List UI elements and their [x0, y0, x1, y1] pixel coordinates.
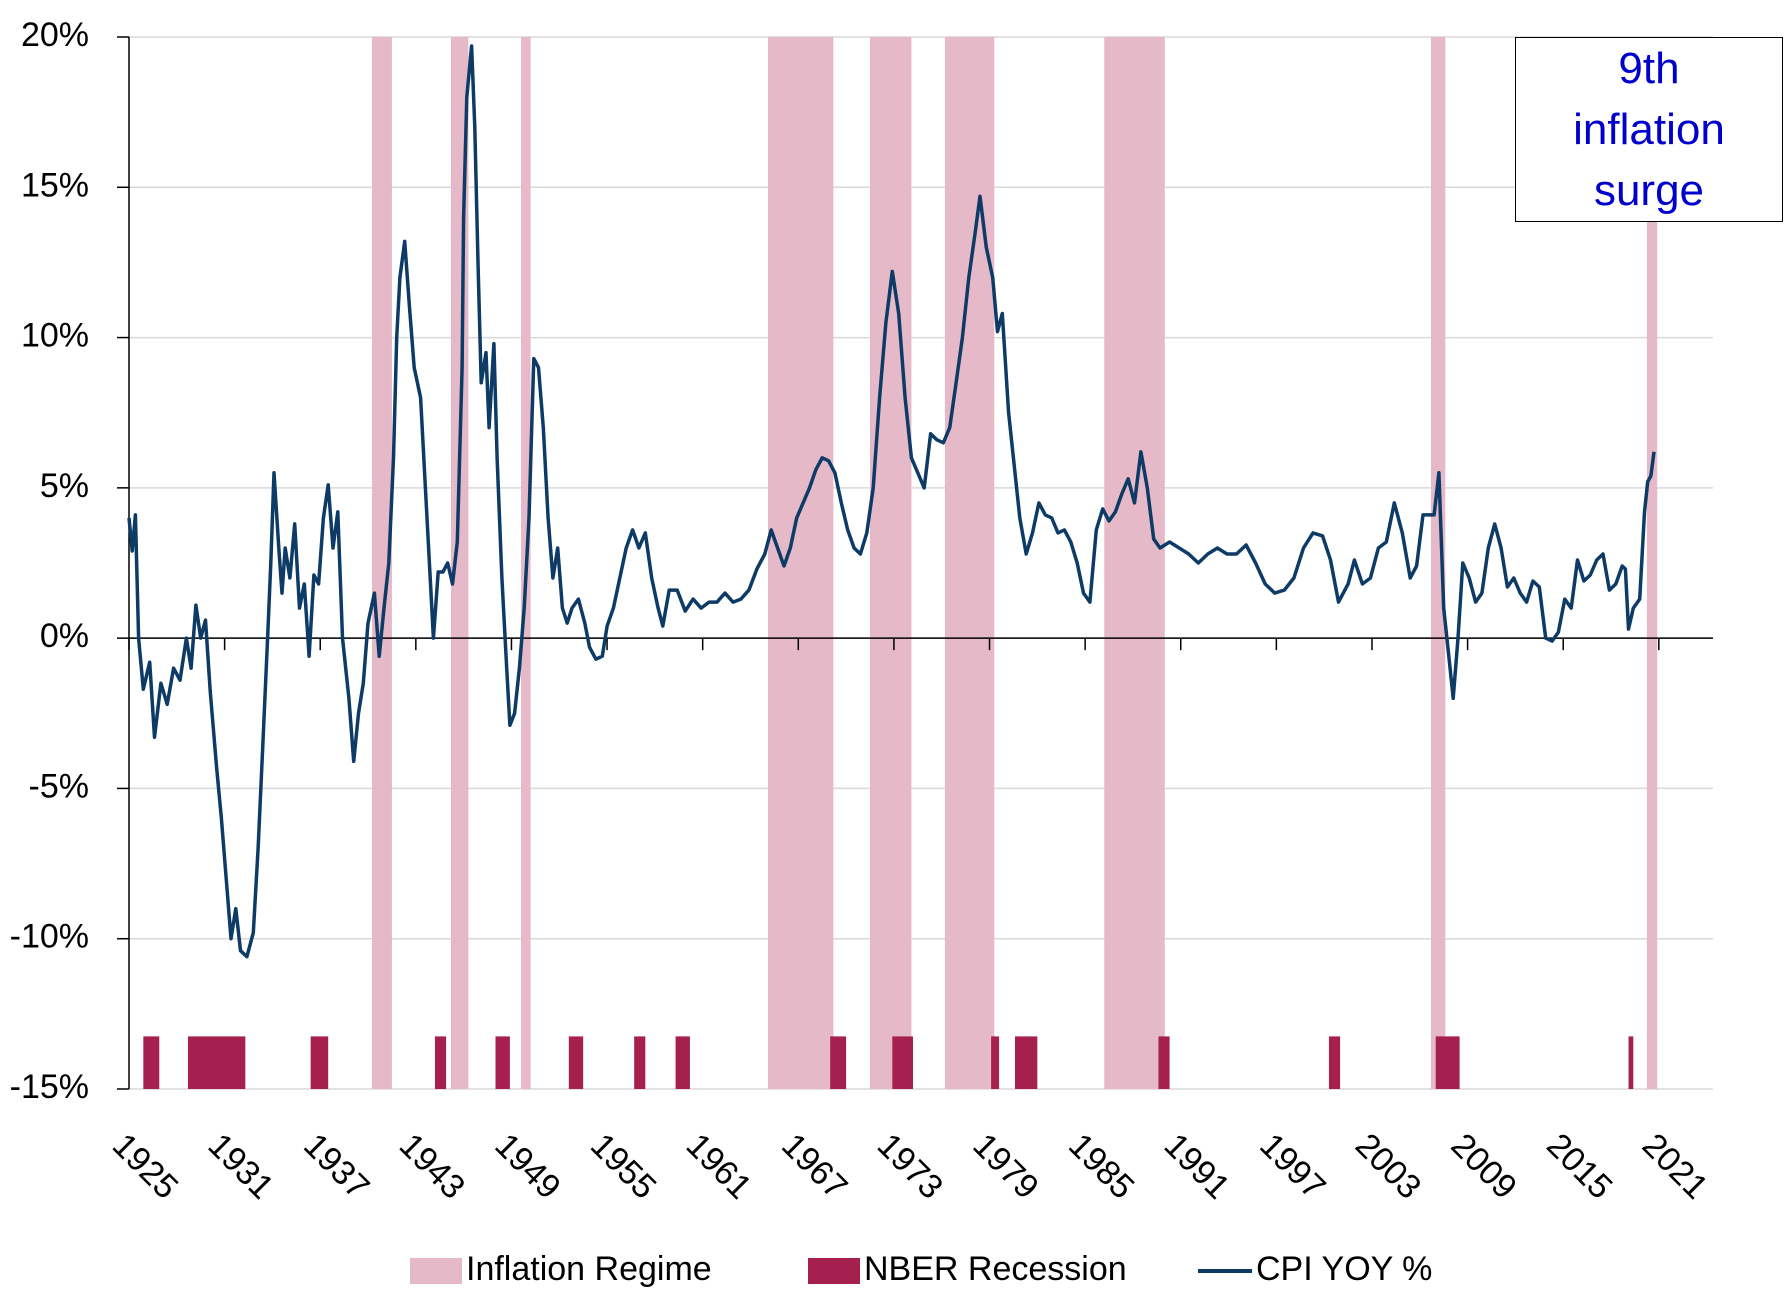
recession-band [892, 1036, 914, 1089]
inflation-regime-band [944, 37, 995, 1089]
x-tick-label: 1997 [1252, 1126, 1332, 1206]
legend-swatch [410, 1258, 462, 1284]
x-tick-label: 1973 [870, 1126, 950, 1206]
recession-band [634, 1036, 646, 1089]
annotation: 9th inflation surge [1515, 37, 1783, 222]
x-tick-label: 2009 [1444, 1126, 1524, 1206]
x-tick-label: 1949 [487, 1126, 567, 1206]
y-tick-label: -10% [10, 918, 89, 956]
legend-label: CPI YOY % [1256, 1250, 1432, 1288]
inflation-regime-band [870, 37, 912, 1089]
x-tick-label: 1979 [966, 1126, 1046, 1206]
recession-band [991, 1036, 1000, 1089]
inflation-regime-band [1104, 37, 1165, 1089]
recession-band [568, 1036, 584, 1089]
y-tick-label: 10% [21, 317, 89, 355]
x-tick-label: 1967 [774, 1126, 854, 1206]
recession-band [143, 1036, 160, 1089]
x-tick-label: 2003 [1348, 1126, 1428, 1206]
inflation-regime-band [372, 37, 392, 1089]
x-tick-label: 1985 [1061, 1126, 1141, 1206]
x-tick-label: 2021 [1635, 1126, 1715, 1206]
recession-band [1628, 1036, 1634, 1089]
recession-band [1158, 1036, 1170, 1089]
inflation-regime-band [768, 37, 834, 1089]
recession-band [1015, 1036, 1038, 1089]
legend-label: Inflation Regime [466, 1250, 712, 1288]
recession-band [187, 1036, 246, 1089]
y-tick-label: 0% [40, 617, 89, 655]
recession-band [830, 1036, 847, 1089]
x-tick-label: 1943 [392, 1126, 472, 1206]
recession-band [1435, 1036, 1460, 1089]
y-tick-label: -5% [29, 767, 89, 805]
y-tick-label: -15% [10, 1068, 89, 1106]
legend-label: NBER Recession [864, 1250, 1127, 1288]
y-tick-label: 15% [21, 166, 89, 204]
inflation-regime-band [1646, 37, 1658, 1089]
x-tick-label: 1925 [105, 1126, 185, 1206]
x-tick-label: 1955 [583, 1126, 663, 1206]
recession-band [310, 1036, 329, 1089]
x-tick-label: 1937 [296, 1126, 376, 1206]
x-tick-label: 1991 [1157, 1126, 1237, 1206]
x-tick-label: 1931 [201, 1126, 281, 1206]
recession-band [1328, 1036, 1341, 1089]
inflation-regime-band [1430, 37, 1446, 1089]
y-tick-label: 5% [40, 467, 89, 505]
x-tick-label: 2015 [1539, 1126, 1619, 1206]
x-tick-label: 1961 [679, 1126, 759, 1206]
y-tick-label: 20% [21, 16, 89, 54]
recession-band [434, 1036, 447, 1089]
legend-swatch [808, 1258, 860, 1284]
cpi-line [127, 44, 1656, 959]
recession-band [495, 1036, 510, 1089]
recession-band [675, 1036, 690, 1089]
